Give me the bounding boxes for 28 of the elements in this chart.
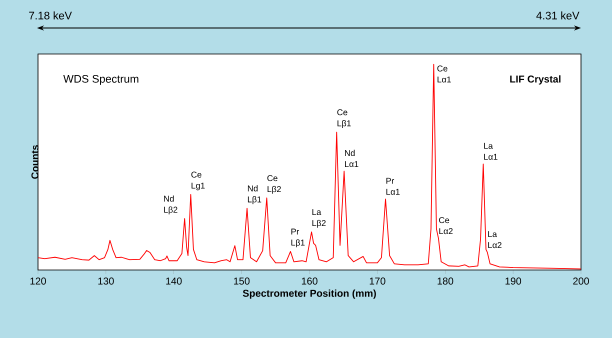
annotation: Ce Lg1 — [191, 172, 205, 190]
annotation: La Lα2 — [488, 231, 502, 248]
x-tick-label: 140 — [166, 278, 182, 285]
y-axis-title: Counts — [31, 145, 38, 179]
annotation: Pr Lβ1 — [291, 228, 305, 248]
annotation: Nd Lβ1 — [248, 185, 262, 204]
annotation: Ce Lβ2 — [267, 175, 281, 194]
annotation: Ce Lα1 — [437, 65, 451, 82]
x-tick-label: 190 — [506, 278, 522, 285]
annotation: Pr Lα1 — [386, 178, 400, 195]
annotation: La Lα1 — [484, 142, 498, 160]
text: 4.31 keV — [536, 11, 580, 20]
text: LIF Crystal — [510, 75, 560, 85]
x-tick-label: 200 — [573, 278, 589, 285]
x-tick-label: 180 — [438, 278, 454, 285]
annotation: Ce Lβ1 — [337, 109, 351, 128]
x-tick-label: 130 — [98, 278, 114, 285]
text: WDS Spectrum — [63, 74, 138, 85]
annotation: Nd Lβ2 — [164, 195, 178, 214]
annotation: Nd Lα1 — [345, 150, 358, 168]
x-axis-title: Spectrometer Position (mm) — [242, 289, 376, 299]
annotation: La Lβ2 — [312, 209, 326, 228]
x-tick-label: 170 — [370, 278, 386, 285]
text: 7.18 keV — [29, 11, 72, 20]
annotation: Ce Lα2 — [439, 217, 453, 234]
x-tick-label: 160 — [302, 278, 318, 285]
x-tick-label: 150 — [234, 278, 250, 285]
x-tick-label: 120 — [30, 278, 46, 285]
